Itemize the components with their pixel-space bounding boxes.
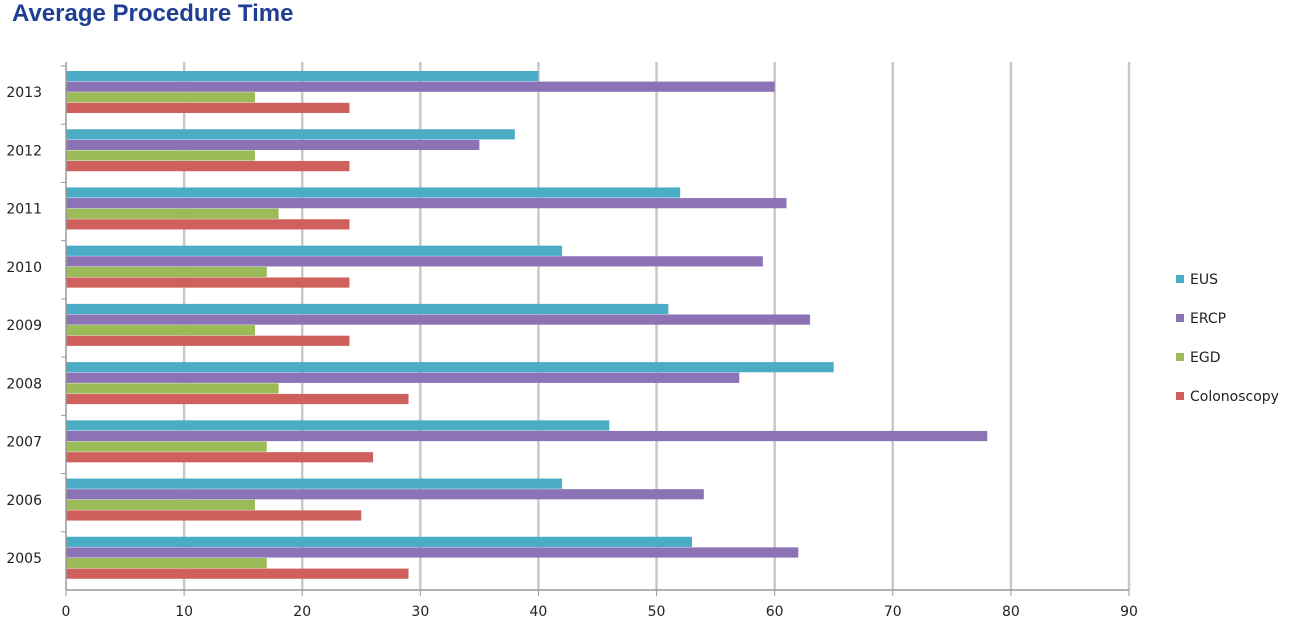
legend-swatch-eus — [1176, 275, 1184, 283]
legend-swatch-egd — [1176, 353, 1184, 361]
x-tick-label-40: 40 — [530, 604, 548, 620]
x-tick-label-50: 50 — [648, 604, 666, 620]
bar-colonoscopy-2012 — [66, 161, 350, 172]
bar-eus-2007 — [66, 420, 610, 431]
legend-swatch-colonoscopy — [1176, 392, 1184, 400]
legend-label-eus: EUS — [1190, 272, 1218, 288]
bar-eus-2010 — [66, 245, 563, 256]
bar-eus-2008 — [66, 362, 834, 373]
legend-swatch-ercp — [1176, 314, 1184, 322]
chart-title: Average Procedure Time — [12, 0, 294, 27]
bars — [66, 71, 988, 579]
bar-colonoscopy-2005 — [66, 568, 409, 579]
x-tick-label-80: 80 — [1002, 604, 1020, 620]
bar-ercp-2013 — [66, 81, 775, 92]
bar-eus-2009 — [66, 303, 669, 315]
x-tick-label-90: 90 — [1120, 604, 1138, 620]
bar-egd-2009 — [66, 325, 255, 336]
bar-ercp-2007 — [66, 430, 988, 442]
x-tick-label-30: 30 — [411, 604, 429, 620]
bar-ercp-2011 — [66, 198, 787, 209]
bar-colonoscopy-2010 — [66, 277, 350, 288]
y-tick-label-2012: 2012 — [6, 143, 42, 159]
legend-label-ercp: ERCP — [1190, 311, 1226, 327]
x-tick-label-70: 70 — [884, 604, 902, 620]
y-tick-label-2011: 2011 — [6, 202, 42, 218]
bar-eus-2006 — [66, 478, 563, 489]
bar-egd-2005 — [66, 557, 267, 569]
legend: EUS ERCP EGD Colonoscopy — [1176, 272, 1279, 405]
bar-egd-2008 — [66, 383, 279, 394]
y-tick-label-2013: 2013 — [6, 85, 42, 101]
axes: 0 10 20 30 40 50 60 70 80 90 2005 2006 2007 2008 2009 2… — [6, 62, 1138, 620]
bar-colonoscopy-2011 — [66, 219, 350, 230]
bar-egd-2006 — [66, 499, 255, 510]
bar-eus-2011 — [66, 187, 681, 198]
y-tick-label-2008: 2008 — [6, 376, 42, 392]
bar-ercp-2005 — [66, 547, 799, 558]
y-tick-label-2006: 2006 — [6, 493, 42, 509]
bar-eus-2012 — [66, 129, 515, 140]
bar-egd-2011 — [66, 208, 279, 219]
y-tick-label-2010: 2010 — [6, 260, 42, 276]
y-tick-label-2009: 2009 — [6, 318, 42, 334]
x-tick-label-60: 60 — [766, 604, 784, 620]
bar-ercp-2009 — [66, 314, 811, 325]
bar-egd-2010 — [66, 266, 267, 278]
bar-eus-2005 — [66, 536, 692, 547]
x-tick-label-20: 20 — [293, 604, 311, 620]
bar-egd-2013 — [66, 92, 255, 103]
bar-ercp-2010 — [66, 256, 763, 267]
bar-colonoscopy-2009 — [66, 335, 350, 346]
bar-colonoscopy-2007 — [66, 452, 374, 463]
x-tick-label-10: 10 — [175, 604, 193, 620]
bar-ercp-2008 — [66, 372, 740, 383]
y-tick-label-2007: 2007 — [6, 435, 42, 451]
bar-egd-2007 — [66, 441, 267, 452]
legend-label-colonoscopy: Colonoscopy — [1190, 389, 1279, 405]
y-tick-label-2005: 2005 — [6, 551, 42, 567]
bar-ercp-2012 — [66, 139, 480, 151]
bar-colonoscopy-2008 — [66, 393, 409, 405]
bar-eus-2013 — [66, 71, 539, 82]
legend-label-egd: EGD — [1190, 350, 1220, 366]
x-tick-label-0: 0 — [62, 604, 71, 620]
bar-colonoscopy-2013 — [66, 102, 350, 113]
bar-egd-2012 — [66, 150, 255, 161]
bar-ercp-2006 — [66, 489, 704, 500]
bar-colonoscopy-2006 — [66, 510, 362, 521]
